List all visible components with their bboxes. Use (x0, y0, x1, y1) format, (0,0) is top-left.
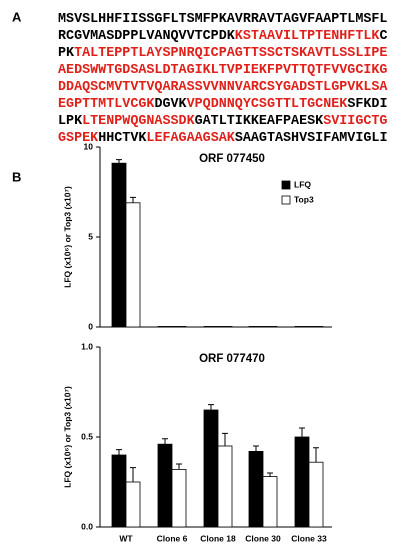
bar (111, 454, 127, 528)
sequence-segment: LPK (58, 114, 83, 129)
error-bar (253, 445, 259, 452)
error-bar (116, 449, 122, 455)
bar (125, 481, 141, 528)
sequence-segment: DDAQSCMVTVTVQARASSVVNNVARCSYGADSTLGPVKLS… (58, 80, 388, 95)
panel-label: B (12, 169, 21, 184)
y-tick-label: 5 (88, 231, 93, 241)
bar (203, 326, 219, 328)
error-bar (208, 404, 214, 410)
sequence-line: PKTALTEPPTLAYSPNRQICPAGTTSSCTSKAVTLSSLIP… (58, 46, 387, 61)
bar (217, 445, 233, 528)
y-tick-label: 0.0 (81, 521, 93, 531)
bar (125, 202, 141, 328)
legend-label: LFQ (294, 179, 311, 189)
bar (157, 443, 173, 528)
x-tick-label: WT (119, 533, 133, 543)
sequence-segment: HHCTVK (98, 131, 147, 146)
sequence-line: LPKLTENPWQGNASSDKGATLTIKKEAFPAESKSVIIGCT… (58, 114, 387, 129)
sequence-line: EGPTTMTLVCGKDGVKVPQDNNQYCSGTTLTGCNEKSFKD… (58, 97, 388, 112)
bar (308, 326, 324, 328)
sequence-segment: VPQDNNQYCSGTTLTGCNEK (187, 97, 349, 112)
sequence-segment: EGPTTMTLVCGK (58, 97, 155, 112)
sequence-segment: C (379, 29, 387, 44)
chart-title: ORF 077470 (199, 353, 265, 365)
error-bar (130, 196, 136, 203)
error-bar (176, 463, 182, 470)
bar (248, 450, 264, 528)
error-bar (267, 472, 273, 477)
sequence-segment: GATLTIKKEAFPAESK (195, 114, 325, 129)
y-tick-label: 1.0 (81, 341, 93, 351)
bar (171, 468, 187, 528)
x-tick-label: Clone 18 (200, 533, 236, 543)
sequence-segment: MSVSLHHFIISSGFLTSMFPKAVRRAVTAGVFAAPTLMSF… (58, 12, 387, 27)
sequence-segment: GSPEK (58, 131, 99, 146)
y-tick-label: 10 (84, 141, 94, 151)
bar (262, 476, 278, 528)
bar (203, 409, 219, 528)
bar (248, 326, 264, 328)
sequence-line: AEDSWWTGDSASLDTAGIKLTVPIEKFPVTTQTFVVGCIK… (58, 63, 387, 78)
sequence-segment: AEDSWWTGDSASLDTAGIKLTVPIEKFPVTTQTFVVGCIK… (58, 63, 387, 78)
chart-title: ORF 077450 (199, 153, 265, 165)
y-axis-label: LFQ (x10⁶) or Top3 (x10⁷) (62, 386, 72, 488)
sequence-segment: DGVK (154, 97, 187, 112)
sequence-segment: SVIIGCTG (323, 114, 387, 129)
bar (308, 461, 324, 528)
error-bar (222, 432, 228, 446)
error-bar (116, 159, 122, 164)
legend-label: Top3 (294, 194, 314, 204)
bar (294, 436, 310, 528)
sequence-segment: KSTAAVILTPTENHFTLK (235, 29, 381, 44)
y-tick-label: 0.5 (81, 431, 93, 441)
sequence-segment: SAAGTASHVSIFAMVIGLI (235, 131, 388, 146)
sequence-segment: TALTEPPTLAYSPNRQICPAGTTSSCTSKAVTLSSLIPE (74, 46, 387, 61)
sequence-line: RCGVMASDPPLVANQVVTCPDKKSTAAVILTPTENHFTLK… (58, 29, 388, 44)
error-bar (130, 467, 136, 482)
legend-swatch (281, 180, 291, 190)
sequence-segment: LEFAGAAGSAK (146, 131, 235, 146)
x-tick-label: Clone 6 (157, 533, 188, 543)
bar (171, 326, 187, 328)
error-bar (313, 447, 319, 463)
panel-label: A (12, 9, 22, 24)
y-tick-label: 0 (88, 321, 93, 331)
bar (157, 326, 173, 328)
x-tick-label: Clone 30 (245, 533, 281, 543)
bar (294, 326, 310, 328)
legend-swatch (281, 195, 291, 205)
y-axis-label: LFQ (x10⁶) or Top3 (x10⁷) (62, 186, 72, 288)
error-bar (162, 438, 168, 445)
sequence-line: MSVSLHHFIISSGFLTSMFPKAVRRAVTAGVFAAPTLMSF… (58, 12, 387, 27)
sequence-segment: LTENPWQGNASSDK (82, 114, 195, 129)
sequence-segment: RCGVMASDPPLVANQVVTCPDK (58, 29, 236, 44)
error-bar (299, 427, 305, 437)
sequence-segment: PK (58, 46, 75, 61)
x-tick-label: Clone 33 (291, 533, 327, 543)
bar (111, 162, 127, 328)
sequence-line: DDAQSCMVTVTVQARASSVVNNVARCSYGADSTLGPVKLS… (58, 80, 388, 95)
bar (217, 326, 233, 328)
bar (262, 326, 278, 328)
sequence-line: GSPEKHHCTVKLEFAGAAGSAKSAAGTASHVSIFAMVIGL… (58, 131, 388, 146)
sequence-segment: SFKDI (347, 97, 387, 112)
